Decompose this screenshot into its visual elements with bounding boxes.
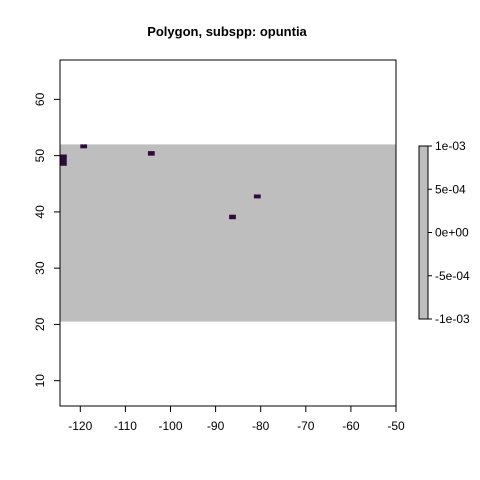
legend-tick-label: -5e-04 — [435, 269, 470, 283]
x-tick-label: -110 — [114, 419, 137, 433]
x-tick-label: -100 — [158, 419, 182, 433]
x-tick-label: -60 — [342, 419, 360, 433]
raster-cell — [80, 144, 88, 149]
legend-color-bar — [418, 145, 429, 320]
plot-frame — [59, 59, 397, 407]
legend-tick-label: 0e+00 — [435, 226, 469, 240]
legend-tick-label: 5e-04 — [435, 182, 466, 196]
x-tick-label: -90 — [207, 419, 225, 433]
y-tick-label: 50 — [33, 149, 47, 163]
raster-cell — [253, 194, 261, 199]
y-tick-label: 60 — [33, 92, 47, 106]
raster-cell — [60, 154, 67, 166]
y-axis: 10 20 30 40 50 60 — [33, 92, 60, 387]
raster-cell — [229, 214, 236, 220]
chart-title: Polygon, subspp: opuntia — [147, 24, 307, 39]
y-tick-label: 40 — [33, 205, 47, 219]
y-tick-label: 10 — [33, 374, 47, 388]
legend-tick-label: 1e-03 — [435, 139, 466, 153]
x-tick-label: -70 — [297, 419, 315, 433]
plot-area — [59, 59, 397, 407]
raster-cell — [147, 151, 155, 156]
x-tick-label: -50 — [387, 419, 405, 433]
raster-extent — [60, 144, 396, 322]
x-axis: -120 -110 -100 -90 -80 -70 -60 -50 — [68, 406, 405, 433]
y-tick-label: 30 — [33, 261, 47, 275]
legend-tick-label: -1e-03 — [435, 312, 470, 326]
legend: 1e-03 5e-04 0e+00 -5e-04 -1e-03 — [418, 139, 470, 326]
x-tick-label: -120 — [68, 419, 92, 433]
x-tick-label: -80 — [252, 419, 270, 433]
y-tick-label: 20 — [33, 317, 47, 331]
